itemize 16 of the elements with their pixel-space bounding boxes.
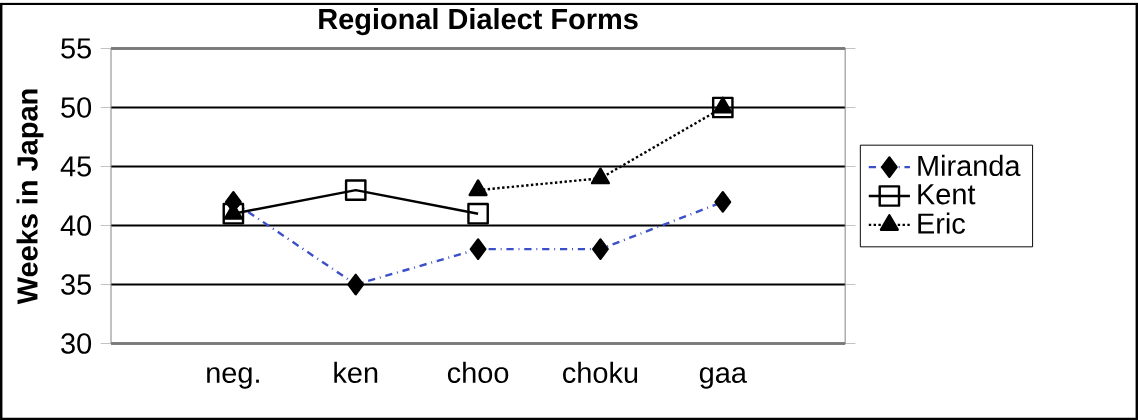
x-tick-label: neg.: [207, 367, 259, 389]
y-tick-label: 35: [61, 274, 91, 295]
x-tick-label: choo: [447, 361, 509, 383]
chart-title: Regional Dialect Forms: [319, 7, 638, 36]
y-tick-label: 55: [61, 38, 91, 59]
y-tick-label: 45: [60, 156, 91, 177]
y-tick-label: 50: [61, 97, 92, 118]
legend-label: Kent: [918, 184, 976, 205]
x-tick-label: choku: [563, 361, 638, 383]
y-tick-label: 40: [60, 215, 92, 236]
y-axis-title: Weeks in Japan: [16, 89, 44, 305]
x-tick-label: gaa: [699, 367, 747, 389]
legend-label: Miranda: [918, 154, 1021, 176]
legend-label: Eric: [918, 212, 966, 234]
x-tick-label: ken: [334, 361, 378, 383]
y-tick-label: 30: [61, 333, 92, 354]
